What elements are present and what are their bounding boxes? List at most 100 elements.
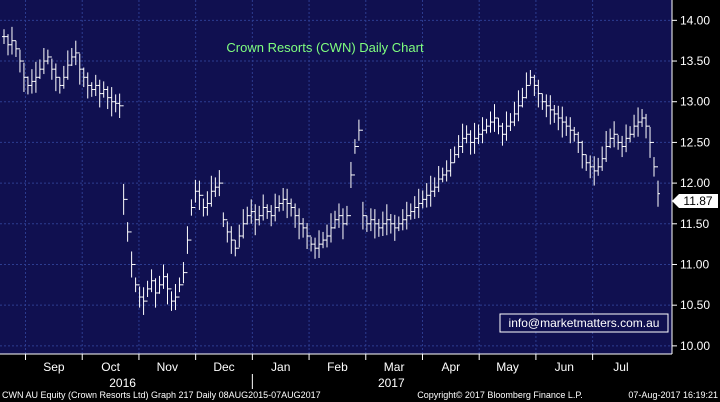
price-bar <box>440 167 445 183</box>
x-tick-label: Sep <box>43 360 65 374</box>
price-bar <box>313 237 318 259</box>
price-bar <box>584 154 589 171</box>
price-bar <box>185 226 190 274</box>
y-tick-label: 12.50 <box>680 135 710 149</box>
price-bar <box>5 34 10 56</box>
price-bar <box>576 131 581 153</box>
footer-right: 07-Aug-2017 16:19:21 <box>628 390 718 400</box>
price-bar <box>464 125 469 144</box>
price-bar <box>97 79 102 108</box>
price-bar <box>608 128 613 149</box>
price-bar <box>189 199 194 241</box>
price-bar <box>452 146 457 164</box>
price-bar <box>384 204 389 236</box>
price-bar <box>616 133 621 150</box>
price-bar <box>281 187 286 211</box>
price-bar <box>456 135 461 158</box>
price-bar <box>209 175 214 207</box>
price-bar <box>388 214 393 234</box>
y-tick-label: 11.50 <box>680 217 709 231</box>
price-bar <box>85 72 90 99</box>
footer-left: CWN AU Equity (Crown Resorts Ltd) Graph … <box>2 390 321 400</box>
price-bars <box>2 26 660 315</box>
price-bar <box>356 119 361 147</box>
price-bar <box>81 67 86 88</box>
price-bar <box>77 52 82 85</box>
price-bar <box>512 101 517 127</box>
price-bar <box>424 183 429 208</box>
y-tick-label: 10.50 <box>680 298 710 312</box>
price-bar <box>568 117 573 144</box>
price-bar <box>309 235 314 252</box>
price-bar <box>49 56 54 80</box>
price-bar <box>340 208 345 240</box>
price-bar <box>329 213 333 243</box>
price-bar <box>257 205 262 226</box>
price-bar <box>109 87 114 117</box>
year-label: 2016 <box>109 376 136 390</box>
price-bar <box>201 194 206 217</box>
chart-title: Crown Resorts (CWN) Daily Chart <box>226 40 424 55</box>
y-tick-label: 13.00 <box>680 95 710 109</box>
price-bar <box>89 82 94 97</box>
price-bar <box>516 90 521 122</box>
price-bar <box>161 264 166 289</box>
price-bar <box>612 121 617 148</box>
price-bar <box>25 76 30 95</box>
price-bar <box>253 204 258 236</box>
price-bar <box>325 224 330 248</box>
price-bar <box>360 129 365 230</box>
price-bar <box>420 190 425 209</box>
price-bar <box>321 231 326 249</box>
price-bar <box>548 95 553 125</box>
price-bar <box>125 198 130 242</box>
price-bar <box>17 48 22 73</box>
price-bar <box>484 118 489 134</box>
grid-lines <box>0 0 672 354</box>
price-bar <box>229 226 234 254</box>
price-bar <box>41 48 46 75</box>
price-bar <box>181 262 186 286</box>
price-bar <box>468 130 473 155</box>
price-bar <box>225 219 230 243</box>
price-bar <box>572 126 577 142</box>
y-tick-label: 13.50 <box>680 54 710 68</box>
price-bar <box>448 148 453 177</box>
price-bar <box>197 180 202 210</box>
price-bar <box>293 203 298 228</box>
year-label: 2017 <box>378 376 405 390</box>
y-tick-label: 12.00 <box>680 176 710 190</box>
price-bar <box>29 69 34 94</box>
price-bar <box>640 109 645 127</box>
price-bar <box>408 203 413 220</box>
price-bar <box>269 205 274 227</box>
price-bar <box>145 280 150 302</box>
price-bar <box>317 230 322 258</box>
price-bar <box>21 60 26 92</box>
price-bar <box>632 114 637 138</box>
price-bar <box>289 198 294 217</box>
price-bar <box>404 201 409 230</box>
price-bar <box>532 74 537 97</box>
price-bar <box>364 215 369 232</box>
x-tick-label: Feb <box>327 360 348 374</box>
x-tick-label: Nov <box>157 360 178 374</box>
price-bar <box>101 81 106 98</box>
price-bar <box>504 111 509 141</box>
price-bar <box>273 193 278 222</box>
price-bar <box>261 194 266 221</box>
price-bar <box>524 72 529 99</box>
price-bar <box>396 216 401 232</box>
price-bar <box>332 210 337 229</box>
price-bar <box>540 93 545 110</box>
price-bar <box>344 205 349 226</box>
price-bar <box>105 86 110 110</box>
price-bar <box>169 288 174 311</box>
price-bar <box>45 49 50 65</box>
price-bar <box>400 209 405 231</box>
price-bar <box>636 107 641 137</box>
price-bar <box>221 182 226 228</box>
price-bar <box>628 126 633 143</box>
price-bar <box>153 278 158 308</box>
